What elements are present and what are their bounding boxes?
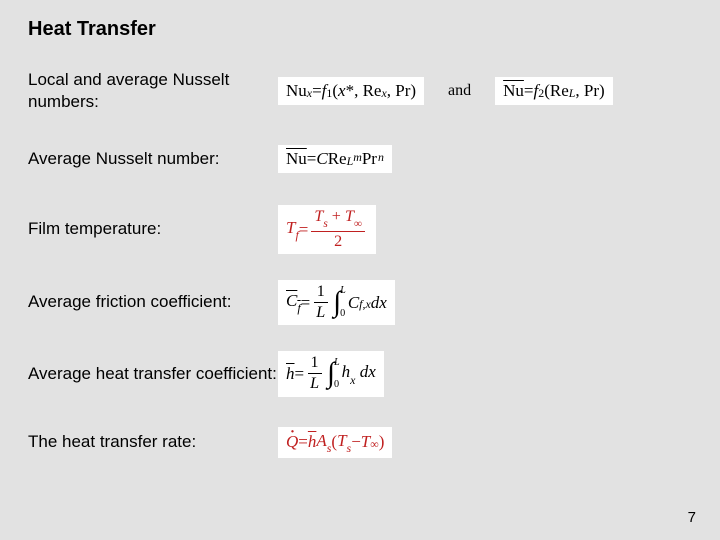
label-avg-friction: Average friction coefficient:: [28, 291, 278, 313]
formula-local-right: Nu = f2(ReL, Pr): [495, 77, 613, 105]
page-number: 7: [688, 509, 696, 526]
label-heat-rate: The heat transfer rate:: [28, 431, 278, 453]
row-avg-h: Average heat transfer coefficient: h = 1…: [28, 351, 692, 396]
row-avg-friction: Average friction coefficient: Cf = 1L ∫L…: [28, 280, 692, 325]
row-heat-rate: The heat transfer rate: Q = h As(Ts − T∞…: [28, 423, 692, 463]
label-avg-nusselt: Average Nusselt number:: [28, 148, 278, 170]
formula-film-temp: Tf = Ts + T∞ 2: [278, 205, 376, 254]
formula-heat-rate: Q = h As(Ts − T∞): [278, 427, 392, 458]
connector-and: and: [448, 82, 471, 100]
row-film-temp: Film temperature: Tf = Ts + T∞ 2: [28, 205, 692, 254]
label-local-nusselt: Local and average Nusselt numbers:: [28, 69, 278, 113]
formula-avg-h: h = 1L ∫L0 hx dx: [278, 351, 384, 396]
label-film-temp: Film temperature:: [28, 218, 278, 240]
label-avg-h: Average heat transfer coefficient:: [28, 363, 278, 385]
slide-title: Heat Transfer: [28, 18, 692, 41]
formula-avg-friction: Cf = 1L ∫L0 Cf,x dx: [278, 280, 395, 325]
formula-avg-nusselt: Nu = C ReLm Prn: [278, 145, 392, 173]
row-avg-nusselt: Average Nusselt number: Nu = C ReLm Prn: [28, 139, 692, 179]
row-local-nusselt: Local and average Nusselt numbers: Nux =…: [28, 69, 692, 113]
formula-local-left: Nux = f1(x*, Rex, Pr): [278, 77, 424, 105]
